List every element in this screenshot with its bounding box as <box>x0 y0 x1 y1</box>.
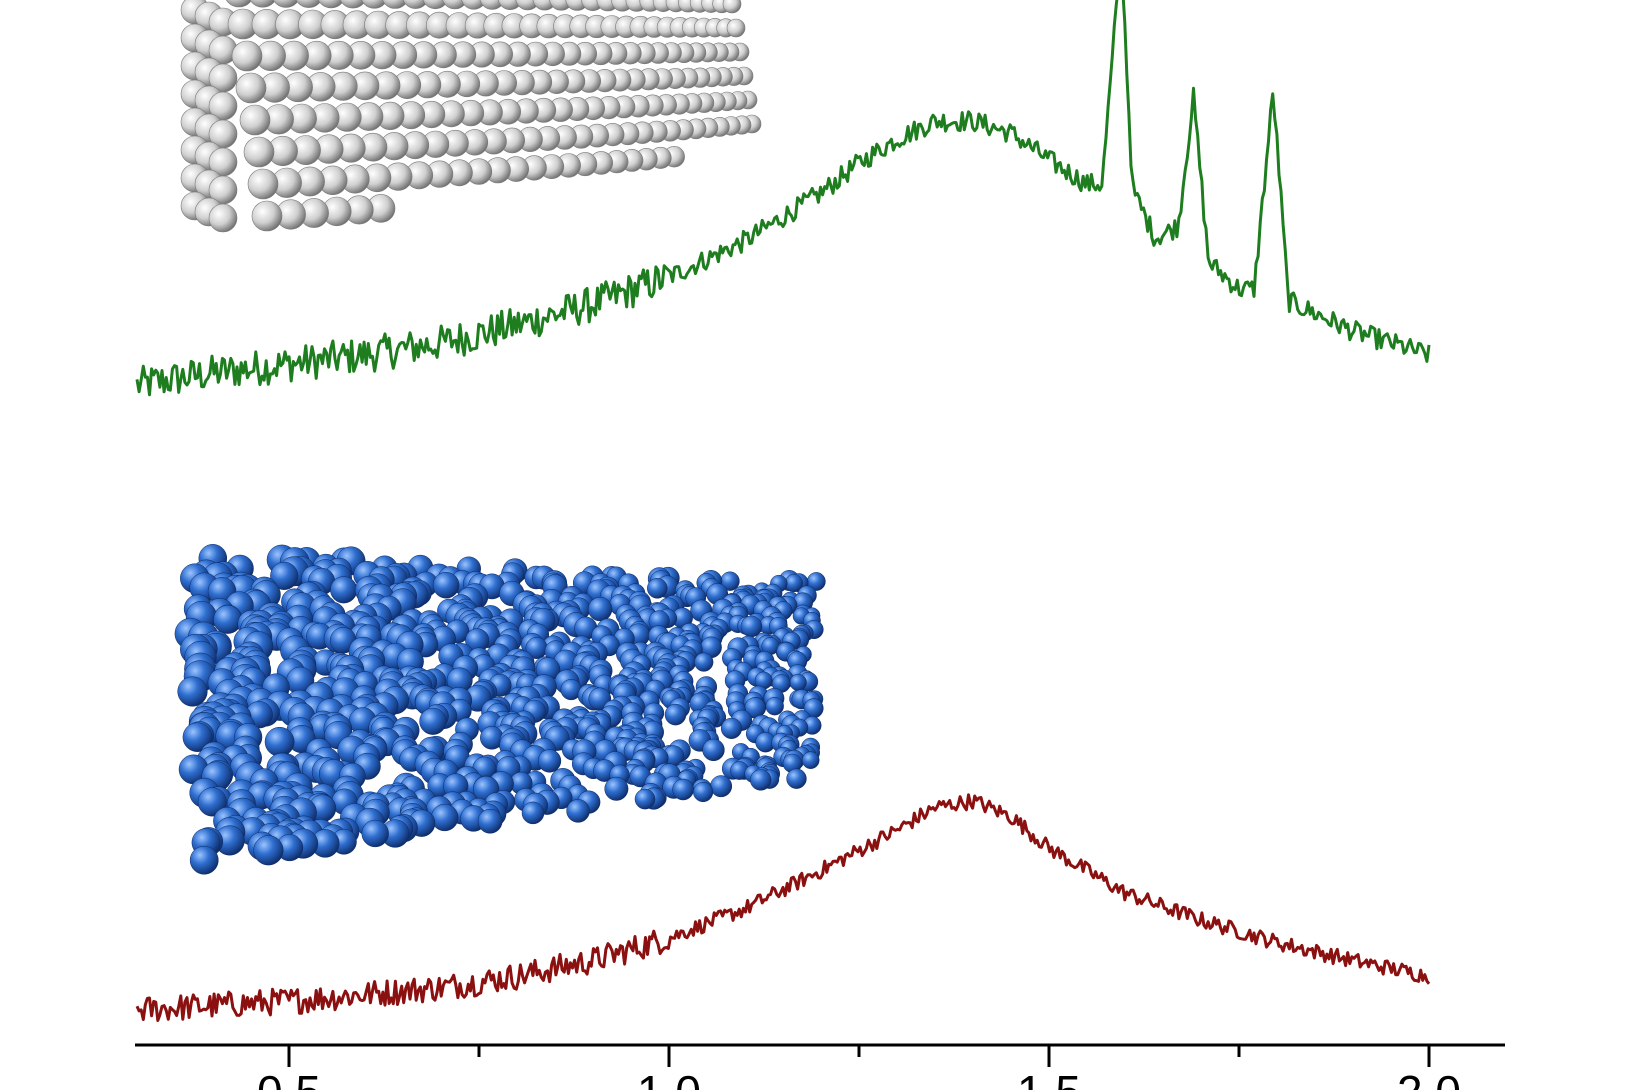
crystal-lattice-icon <box>180 0 762 233</box>
amorphous-packing-icon <box>174 544 826 875</box>
x-tick-label: 1.0 <box>637 1066 701 1090</box>
x-axis: 0.5 1.0 1.5 2.0 <box>135 1043 1505 1090</box>
x-tick-label: 1.5 <box>1017 1066 1081 1090</box>
plot-area <box>135 0 1431 1022</box>
x-tick-label: 0.5 <box>257 1066 321 1090</box>
x-tick-label: 2.0 <box>1397 1066 1461 1090</box>
series-line-crystalline <box>135 0 1431 397</box>
series-line-amorphous <box>135 793 1431 1022</box>
